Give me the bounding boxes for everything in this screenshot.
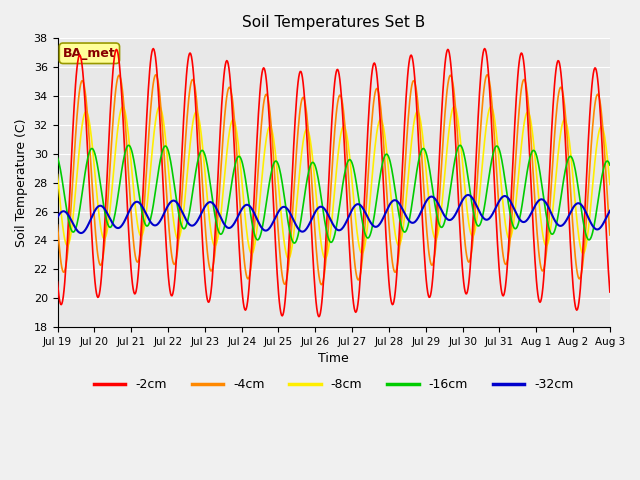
Legend: -2cm, -4cm, -8cm, -16cm, -32cm: -2cm, -4cm, -8cm, -16cm, -32cm: [89, 373, 579, 396]
Title: Soil Temperatures Set B: Soil Temperatures Set B: [242, 15, 426, 30]
Text: BA_met: BA_met: [63, 47, 116, 60]
Y-axis label: Soil Temperature (C): Soil Temperature (C): [15, 119, 28, 247]
X-axis label: Time: Time: [318, 352, 349, 365]
